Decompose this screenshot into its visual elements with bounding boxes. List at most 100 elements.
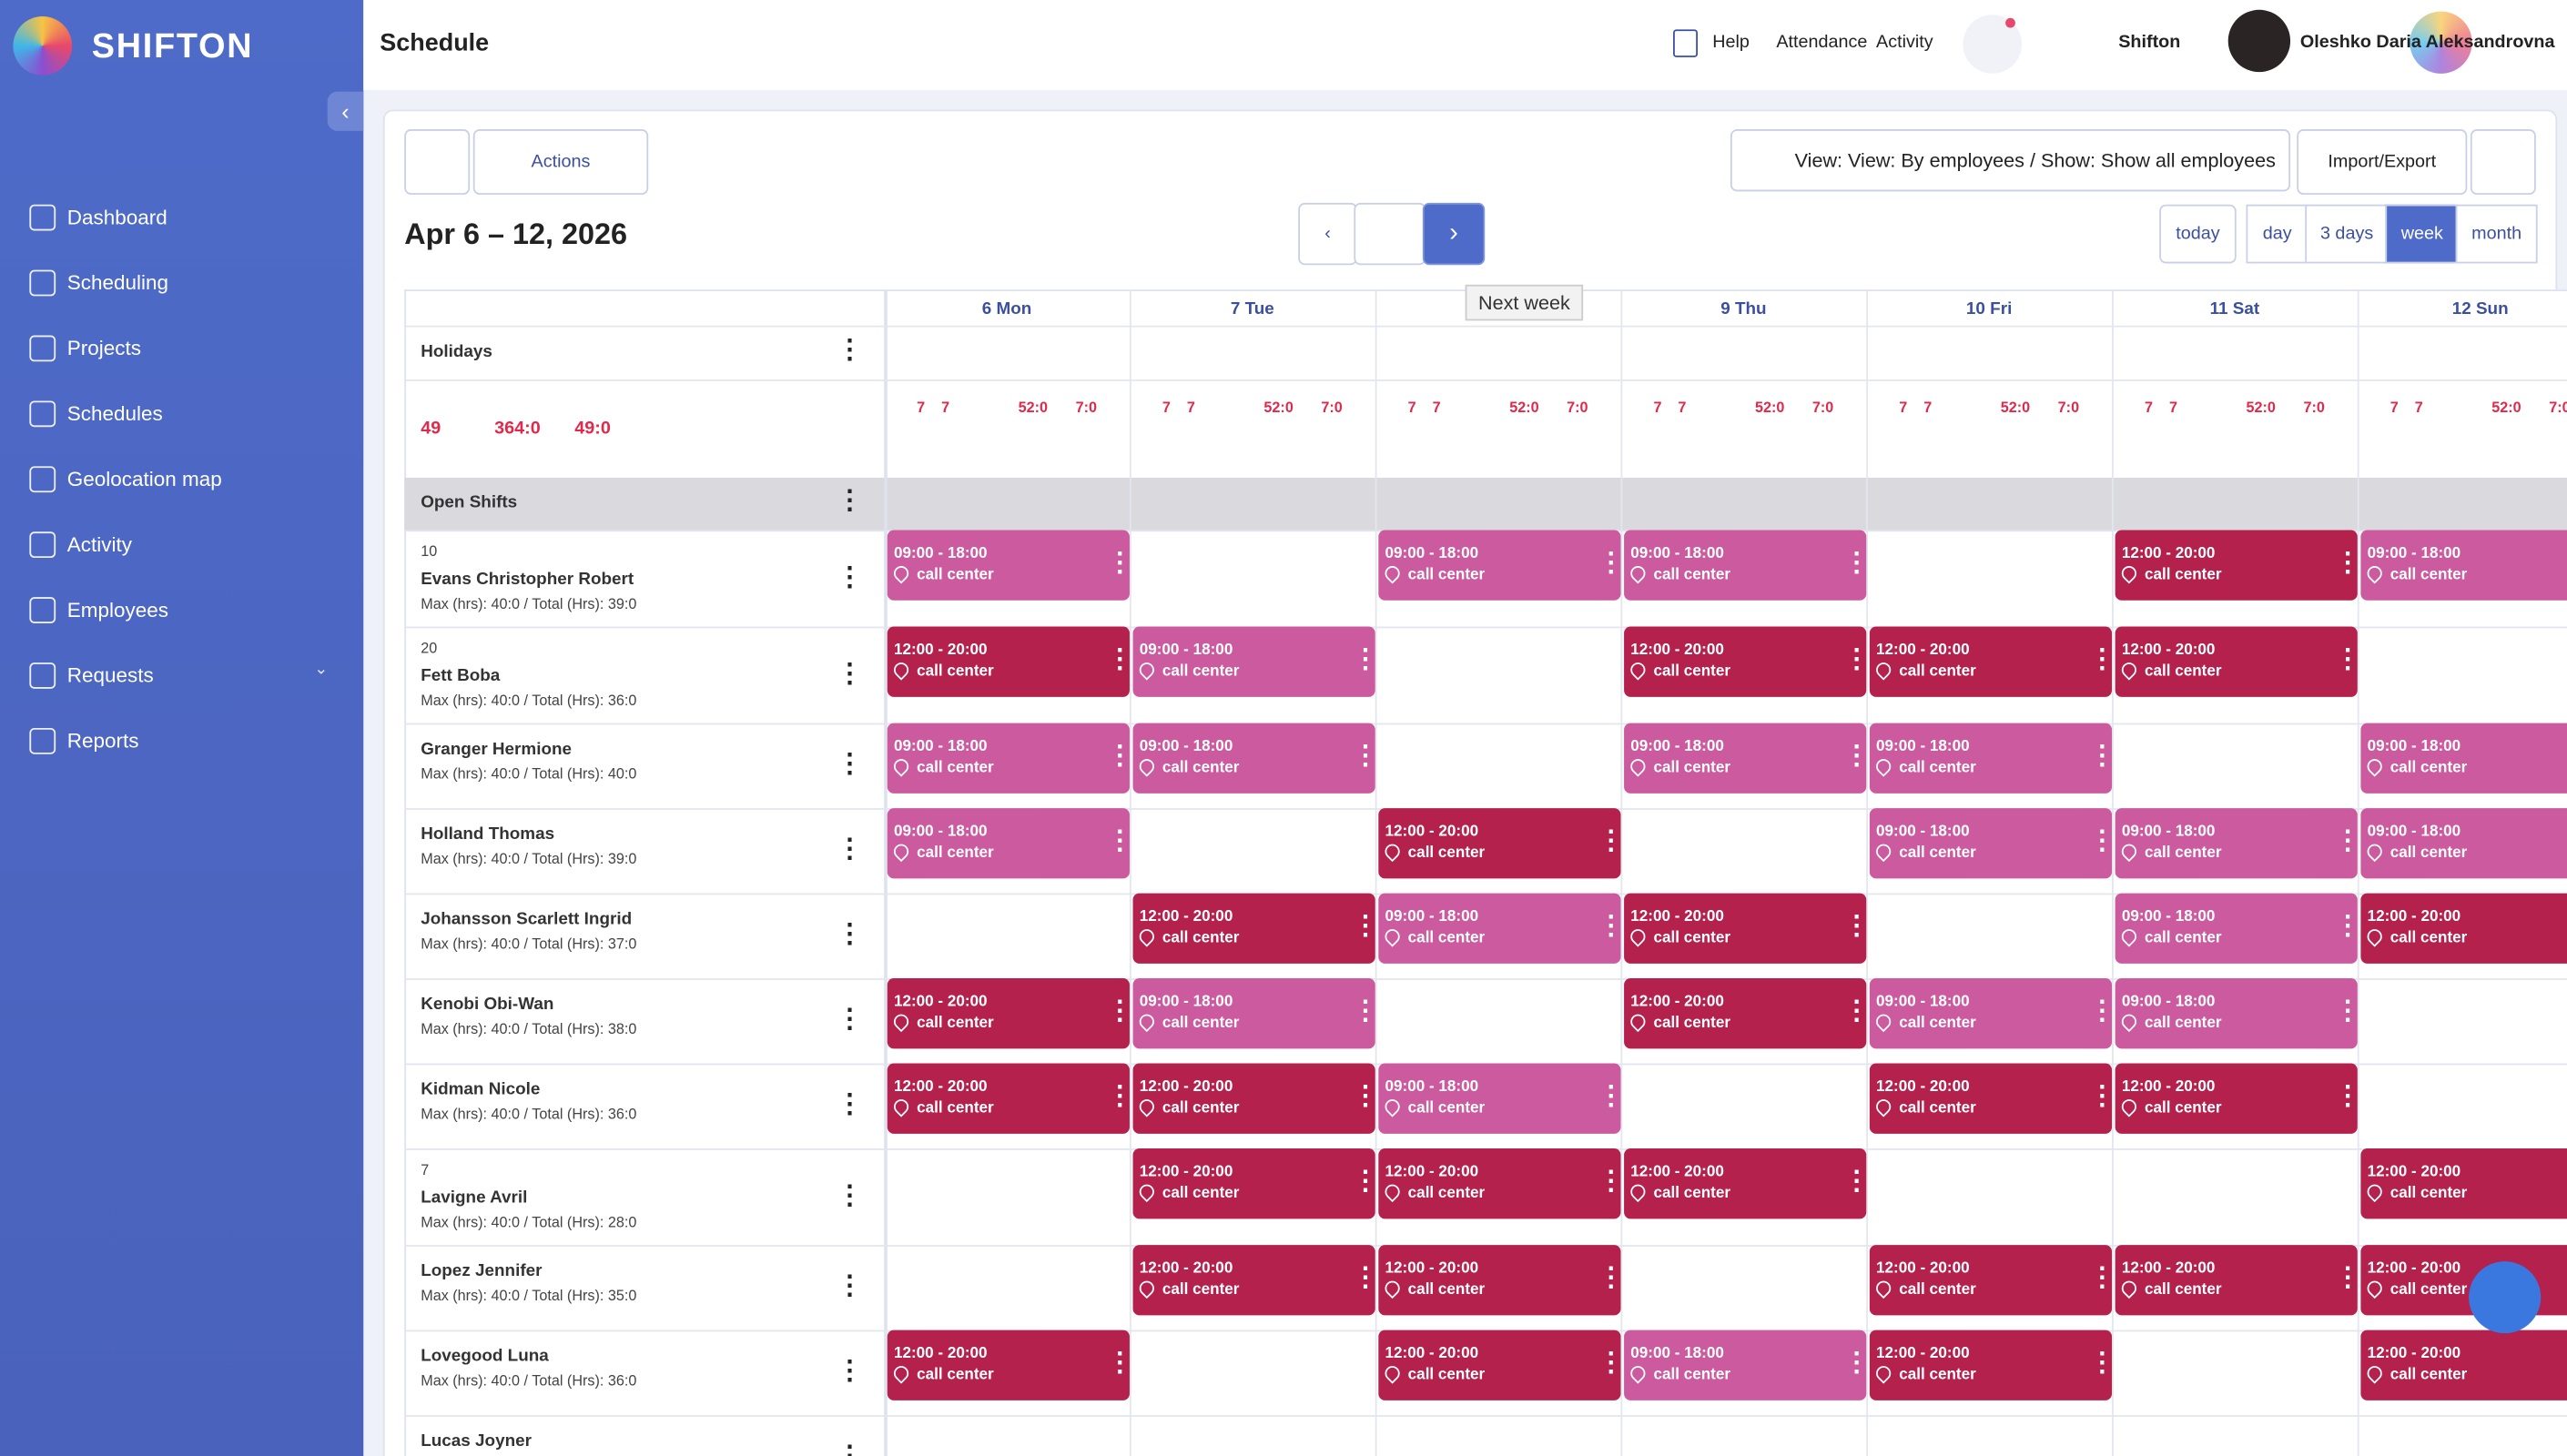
menu-item[interactable]: Schedules bbox=[66, 402, 163, 426]
employee-name[interactable]: Lucas Joyner bbox=[421, 1431, 532, 1451]
import-export[interactable]: Import/Export bbox=[2297, 129, 2468, 195]
employee-name[interactable]: Johansson Scarlett Ingrid bbox=[421, 909, 633, 930]
actions-button[interactable]: Actions bbox=[472, 129, 649, 195]
shift-menu[interactable]: ⋮ bbox=[2088, 646, 2115, 674]
shift-menu[interactable]: ⋮ bbox=[2088, 743, 2115, 771]
attendance-link[interactable]: Attendance bbox=[1776, 32, 1868, 53]
shift-menu[interactable]: ⋮ bbox=[1106, 1350, 1133, 1378]
kebab[interactable]: ⋮ bbox=[837, 1444, 863, 1456]
shift-menu[interactable]: ⋮ bbox=[1598, 1083, 1625, 1111]
prev-week[interactable]: ‹ bbox=[1298, 202, 1357, 266]
shift-menu[interactable]: ⋮ bbox=[2088, 827, 2115, 856]
shift-menu[interactable]: ⋮ bbox=[1352, 1168, 1379, 1197]
help-link[interactable]: Help bbox=[1712, 32, 1750, 53]
kebab[interactable]: ⋮ bbox=[837, 1358, 863, 1386]
activity-link[interactable]: Activity bbox=[1876, 32, 1933, 53]
shift-menu[interactable]: ⋮ bbox=[2334, 913, 2361, 941]
shift-menu[interactable]: ⋮ bbox=[1106, 646, 1133, 674]
kebab[interactable]: ⋮ bbox=[837, 1181, 863, 1210]
shift-menu[interactable]: ⋮ bbox=[1598, 913, 1625, 941]
shift-menu[interactable]: ⋮ bbox=[2334, 827, 2361, 856]
shift-menu[interactable]: ⋮ bbox=[2334, 646, 2361, 674]
shift-menu[interactable]: ⋮ bbox=[2088, 997, 2115, 1026]
shift-menu[interactable]: ⋮ bbox=[1843, 1168, 1870, 1197]
shift-menu[interactable]: ⋮ bbox=[1352, 1083, 1379, 1111]
kebab[interactable]: ⋮ bbox=[837, 1272, 863, 1301]
employee-name[interactable]: Kidman Nicole bbox=[421, 1079, 541, 1100]
shift-menu[interactable]: ⋮ bbox=[1598, 1168, 1625, 1197]
menu-item[interactable]: Employees bbox=[66, 598, 168, 622]
shift-menu[interactable]: ⋮ bbox=[1598, 1350, 1625, 1378]
user-name[interactable]: Oleshko Daria Aleksandrovna bbox=[2299, 32, 2555, 53]
filter-button[interactable] bbox=[404, 129, 471, 195]
employee-name[interactable]: Kenobi Obi-Wan bbox=[421, 995, 554, 1015]
shift-menu[interactable]: ⋮ bbox=[2088, 1350, 2115, 1378]
menu-item[interactable]: Reports bbox=[66, 729, 139, 753]
menu-item[interactable]: Dashboard bbox=[66, 206, 167, 229]
employee-name[interactable]: Lavigne Avril bbox=[421, 1188, 528, 1208]
view-button[interactable]: View: View: By employees / Show: Show al… bbox=[1730, 129, 2291, 192]
menu-item[interactable]: Activity bbox=[66, 533, 132, 557]
kebab[interactable]: ⋮ bbox=[837, 1091, 863, 1119]
calendar-button[interactable] bbox=[1354, 202, 1426, 266]
shift-menu[interactable]: ⋮ bbox=[1106, 743, 1133, 771]
shift-menu[interactable]: ⋮ bbox=[1843, 743, 1870, 771]
shift-menu[interactable]: ⋮ bbox=[1843, 913, 1870, 941]
kebab[interactable]: ⋮ bbox=[837, 563, 863, 592]
next-week[interactable]: › bbox=[1422, 202, 1486, 266]
view-option[interactable]: 3 days bbox=[2305, 204, 2389, 264]
shift-menu[interactable]: ⋮ bbox=[1598, 827, 1625, 856]
company-name[interactable]: Shifton bbox=[2118, 32, 2181, 53]
view-option[interactable]: day bbox=[2246, 204, 2308, 264]
shift-menu[interactable]: ⋮ bbox=[2088, 1264, 2115, 1293]
employee-name[interactable]: Holland Thomas bbox=[421, 824, 555, 844]
shift-menu[interactable]: ⋮ bbox=[1352, 646, 1379, 674]
kebab[interactable]: ⋮ bbox=[837, 660, 863, 688]
settings-button[interactable] bbox=[2470, 129, 2536, 195]
employee-name[interactable]: Lopez Jennifer bbox=[421, 1261, 543, 1281]
employee-name[interactable]: Lovegood Luna bbox=[421, 1346, 549, 1367]
kebab[interactable]: ⋮ bbox=[837, 835, 863, 864]
kebab[interactable]: ⋮ bbox=[837, 1006, 863, 1035]
shift-menu[interactable]: ⋮ bbox=[1598, 550, 1625, 578]
shift-menu[interactable]: ⋮ bbox=[1106, 1083, 1133, 1111]
today-button[interactable]: today bbox=[2159, 204, 2237, 264]
employee-name[interactable]: Fett Boba bbox=[421, 665, 501, 686]
